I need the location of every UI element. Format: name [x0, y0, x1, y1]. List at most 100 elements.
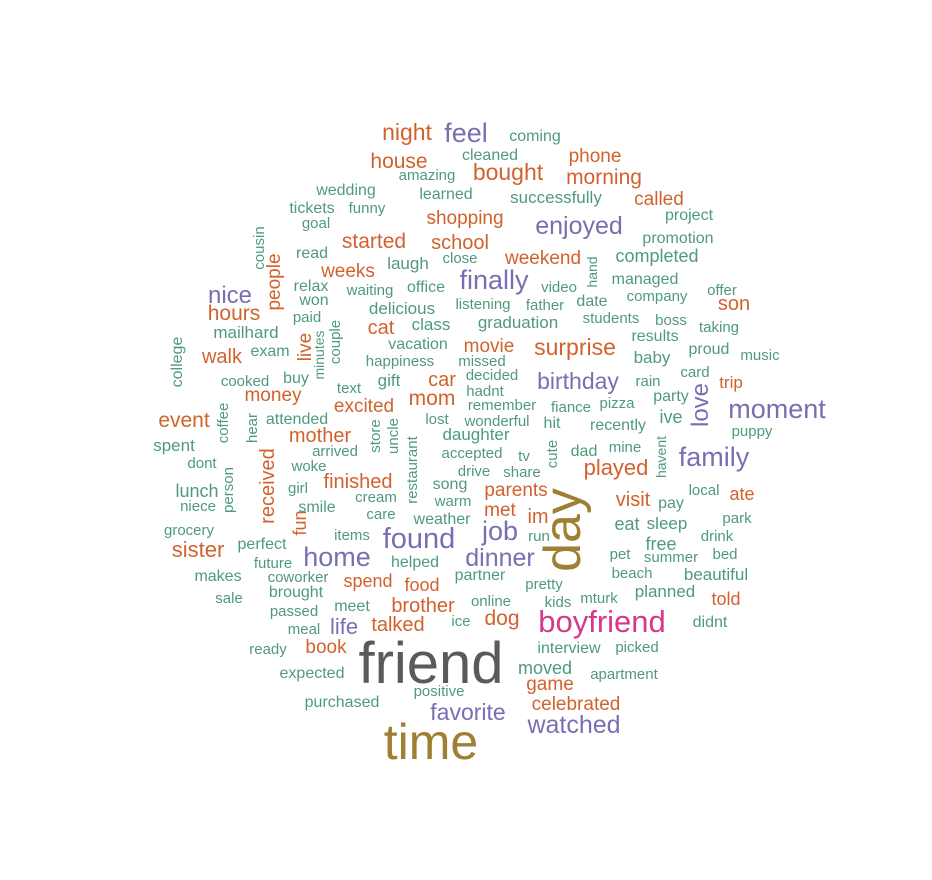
word-met: met [484, 500, 516, 521]
word-sale: sale [215, 590, 243, 607]
word-money: money [244, 385, 302, 406]
word-parents: parents [484, 480, 547, 501]
word-rain: rain [635, 373, 660, 390]
word-eat: eat [614, 514, 639, 534]
word-home: home [303, 542, 371, 572]
word-project: project [665, 207, 714, 224]
word-mine: mine [609, 439, 642, 456]
word-hours: hours [208, 302, 261, 325]
word-picked: picked [615, 639, 658, 656]
word-moment: moment [728, 394, 826, 424]
word-spent: spent [153, 436, 195, 455]
word-walk: walk [201, 346, 243, 368]
word-remember: remember [468, 397, 536, 414]
word-perfect: perfect [238, 536, 287, 553]
word-weather: weather [413, 511, 472, 528]
word-cute: cute [544, 440, 561, 468]
word-funny: funny [349, 200, 386, 217]
word-started: started [342, 230, 406, 253]
word-wonderful: wonderful [463, 413, 529, 430]
word-hadnt: hadnt [466, 383, 504, 400]
word-puppy: puppy [732, 423, 773, 440]
word-person: person [220, 467, 237, 513]
word-meal: meal [288, 621, 321, 638]
word-mturk: mturk [580, 590, 618, 607]
word-mom: mom [409, 387, 456, 410]
word-movie: movie [464, 336, 515, 357]
word-son: son [718, 293, 750, 315]
word-park: park [722, 510, 752, 527]
word-vacation: vacation [388, 336, 448, 353]
word-found: found [383, 523, 456, 555]
word-makes: makes [194, 568, 241, 585]
word-people: people [264, 253, 285, 310]
word-cooked: cooked [221, 373, 269, 390]
word-class: class [412, 315, 451, 334]
word-beach: beach [612, 565, 653, 582]
word-minutes: minutes [311, 330, 327, 379]
word-summer: summer [644, 549, 698, 566]
word-dinner: dinner [465, 544, 535, 572]
word-happiness: happiness [366, 353, 434, 370]
word-results: results [631, 328, 678, 345]
word-bought: bought [473, 159, 544, 185]
word-didnt: didnt [693, 614, 728, 631]
word-sister: sister [172, 537, 225, 562]
word-food: food [404, 575, 439, 595]
word-family: family [679, 442, 750, 472]
word-day: day [534, 488, 592, 572]
word-shopping: shopping [426, 208, 503, 229]
word-received: received [257, 448, 279, 524]
word-boyfriend: boyfriend [538, 604, 666, 639]
word-called: called [634, 189, 684, 210]
word-learned: learned [419, 186, 472, 203]
word-grocery: grocery [164, 522, 215, 539]
word-promotion: promotion [642, 230, 713, 247]
word-dad: dad [571, 443, 598, 460]
word-run: run [528, 528, 550, 545]
word-expected: expected [280, 665, 345, 682]
word-game: game [526, 674, 574, 695]
word-daughter: daughter [442, 425, 509, 444]
word-celebrated: celebrated [532, 694, 621, 715]
word-kids: kids [545, 594, 572, 611]
word-items: items [334, 527, 370, 544]
word-waiting: waiting [346, 282, 394, 299]
word-favorite: favorite [430, 699, 505, 725]
word-cousin: cousin [251, 226, 268, 269]
word-event: event [158, 409, 210, 432]
word-arrived: arrived [312, 443, 358, 460]
word-ive: ive [659, 407, 682, 427]
word-couple: couple [327, 320, 344, 364]
word-purchased: purchased [305, 694, 380, 711]
word-text: text [337, 380, 362, 397]
word-havent: havent [653, 436, 669, 478]
word-drink: drink [701, 528, 734, 545]
word-hear: hear [244, 413, 261, 443]
word-music: music [740, 347, 780, 364]
word-store: store [367, 419, 384, 452]
word-won: won [298, 292, 328, 309]
word-attended: attended [266, 411, 328, 428]
word-school: school [431, 232, 489, 254]
word-baby: baby [634, 348, 671, 367]
word-fiance: fiance [551, 399, 591, 416]
word-beautiful: beautiful [684, 565, 748, 584]
word-care: care [366, 506, 395, 523]
word-played: played [584, 455, 649, 480]
word-love: love [687, 383, 714, 427]
word-niece: niece [180, 498, 216, 515]
word-decided: decided [466, 367, 519, 384]
word-meet: meet [334, 598, 370, 615]
word-delicious: delicious [369, 299, 435, 318]
word-smile: smile [298, 499, 335, 516]
word-song: song [433, 476, 468, 493]
word-online: online [471, 593, 511, 610]
word-completed: completed [615, 246, 698, 266]
word-successfully: successfully [510, 188, 602, 207]
word-pet: pet [610, 546, 632, 563]
word-night: night [382, 119, 432, 145]
word-lost: lost [425, 411, 449, 428]
word-coming: coming [509, 128, 561, 145]
word-book: book [305, 637, 347, 658]
